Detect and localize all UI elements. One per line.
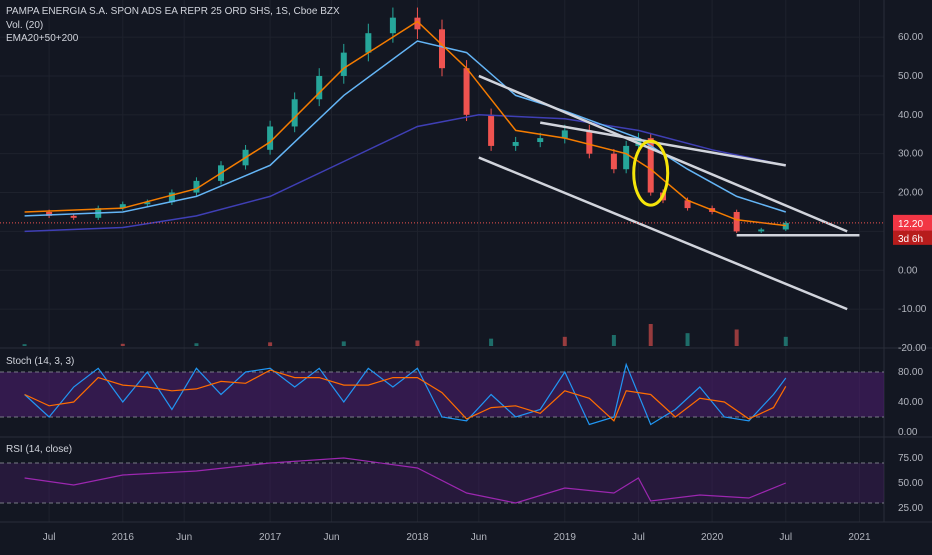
time-axis-label-7: 2019 — [554, 532, 577, 543]
candle-body-33 — [782, 222, 789, 230]
price-axis-label-7: -10.00 — [898, 304, 927, 315]
rsi-band — [0, 463, 884, 503]
ema-indicator-label[interactable]: EMA20+50+200 — [6, 33, 79, 44]
candle-body-22 — [561, 130, 568, 139]
candle-body-11 — [291, 99, 298, 127]
time-axis-label-8: Jul — [632, 532, 645, 543]
stoch-axis-label-1: 40.00 — [898, 397, 923, 408]
volume-bar-8 — [611, 335, 616, 346]
volume-bar-6 — [489, 338, 494, 346]
time-axis-label-2: Jun — [176, 532, 192, 543]
rsi-line — [24, 457, 787, 504]
trendline-2 — [540, 121, 786, 167]
candle-body-31 — [733, 211, 740, 232]
time-axis-label-1: 2016 — [112, 532, 135, 543]
rsi-axis-label-0: 75.00 — [898, 453, 923, 464]
last-price-badge — [893, 214, 932, 231]
time-axis-label-10: Jul — [779, 532, 792, 543]
volume-bar-11 — [734, 329, 739, 346]
time-axis-label-5: 2018 — [406, 532, 429, 543]
candle-body-2 — [70, 215, 77, 218]
time-axis-label-0: Jul — [43, 532, 56, 543]
time-axis-label-9: 2020 — [701, 532, 724, 543]
candle-body-6 — [168, 192, 175, 203]
candle-body-16 — [414, 17, 421, 30]
price-axis-label-6: 0.00 — [898, 265, 918, 276]
time-axis-label-11: 2021 — [848, 532, 871, 543]
stoch-band — [0, 372, 884, 417]
candle-body-24 — [610, 153, 617, 170]
volume-bar-9 — [648, 324, 653, 346]
price-axis-label-4: 20.00 — [898, 188, 923, 199]
candle-body-1 — [46, 211, 53, 216]
stoch-indicator-label[interactable]: Stoch (14, 3, 3) — [6, 356, 75, 367]
volume-bar-1 — [120, 343, 125, 346]
price-axis-label-2: 40.00 — [898, 110, 923, 121]
candle-body-32 — [758, 229, 765, 232]
ema200-line — [24, 114, 786, 233]
candle-body-20 — [512, 142, 519, 146]
ema50-line — [24, 40, 787, 217]
rsi-axis-label-1: 50.00 — [898, 478, 923, 489]
candle-body-4 — [119, 204, 126, 209]
volume-bar-0 — [22, 344, 27, 346]
volume-bar-10 — [685, 333, 690, 346]
price-axis-label-3: 30.00 — [898, 149, 923, 160]
candle-body-25 — [623, 145, 630, 170]
countdown-badge — [893, 230, 932, 245]
candle-body-7 — [193, 180, 200, 193]
stoch-axis-label-0: 80.00 — [898, 367, 923, 378]
volume-bar-12 — [783, 336, 788, 346]
stoch-d-line — [24, 369, 787, 422]
volume-bar-3 — [268, 342, 273, 346]
last-price-badge-text: 12.20 — [898, 219, 923, 230]
symbol-title: PAMPA ENERGIA S.A. SPON ADS EA REPR 25 O… — [6, 6, 340, 17]
candle-body-15 — [389, 17, 396, 34]
time-axis-label-4: Jun — [323, 532, 339, 543]
time-axis-label-6: Jun — [471, 532, 487, 543]
countdown-badge-text: 3d 6h — [898, 234, 923, 245]
candle-body-21 — [537, 138, 544, 143]
price-axis-label-8: -20.00 — [898, 343, 927, 354]
price-axis-label-0: 60.00 — [898, 32, 923, 43]
annotation-ellipse — [632, 139, 670, 207]
stoch-axis-label-2: 0.00 — [898, 427, 918, 438]
rsi-indicator-label[interactable]: RSI (14, close) — [6, 444, 73, 455]
time-axis-label-3: 2017 — [259, 532, 282, 543]
candle-body-12 — [316, 75, 323, 100]
price-axis-label-1: 50.00 — [898, 71, 923, 82]
candle-body-18 — [463, 68, 470, 115]
candle-body-10 — [267, 126, 274, 150]
candle-body-13 — [340, 52, 347, 76]
candle-body-19 — [488, 114, 495, 146]
candle-body-14 — [365, 33, 372, 53]
candle-body-17 — [439, 29, 445, 69]
volume-bar-7 — [562, 336, 567, 346]
volume-indicator-label[interactable]: Vol. (20) — [6, 20, 44, 31]
ema20-line — [24, 20, 786, 227]
volume-bar-2 — [194, 343, 199, 346]
candle-body-27 — [647, 138, 654, 193]
candle-body-29 — [684, 200, 691, 209]
volume-bar-5 — [415, 340, 420, 346]
candle-body-5 — [144, 202, 151, 205]
rsi-axis-label-2: 25.00 — [898, 503, 923, 514]
trendline-1 — [478, 156, 848, 311]
volume-bar-4 — [341, 341, 346, 346]
candle-body-23 — [586, 130, 593, 154]
stoch-k-line — [24, 362, 787, 426]
